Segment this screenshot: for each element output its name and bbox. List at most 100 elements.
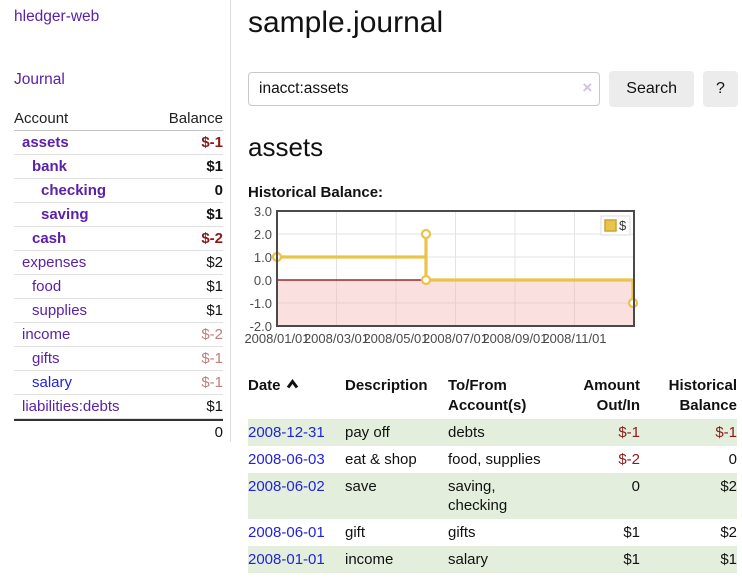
account-balance: $-2 — [201, 326, 223, 343]
search-box: × — [248, 72, 601, 106]
plot-border — [276, 210, 635, 327]
transaction-date-link[interactable]: 2008-01-01 — [248, 551, 325, 568]
x-tick: 2008/01/01 — [244, 331, 310, 346]
account-balance: $-2 — [201, 230, 223, 247]
y-tick: 3.0 — [253, 204, 272, 219]
transaction-accounts: debts — [448, 419, 549, 446]
account-row: cash $-2 — [14, 227, 223, 251]
search-button[interactable]: Search — [609, 71, 694, 107]
account-balance: $1 — [206, 158, 223, 175]
transaction-description: eat & shop — [345, 451, 417, 468]
account-balance: $1 — [206, 278, 223, 295]
account-heading: assets — [248, 132, 324, 162]
transaction-accounts: food, supplies — [448, 451, 541, 468]
account-balance: $1 — [206, 398, 223, 415]
x-tick: 2008/03/01 — [303, 331, 370, 346]
x-tick: 2008/11/01 — [542, 331, 607, 346]
chart-legend: $ — [600, 215, 631, 236]
page-title: sample.journal — [248, 6, 444, 39]
account-balance: $-1 — [201, 134, 223, 151]
transaction-date-link[interactable]: 2008-06-02 — [248, 478, 325, 495]
transaction-description: gift — [345, 524, 366, 541]
accounts-header-balance: Balance — [168, 109, 223, 127]
register-table: Date Description To/From Account(s) Amou… — [248, 373, 737, 573]
transaction-balance: $2 — [640, 473, 737, 519]
x-tick: 2008/05/01 — [363, 331, 429, 346]
transaction-amount: $-2 — [618, 451, 640, 468]
transaction-date-link[interactable]: 2008-06-01 — [248, 524, 325, 541]
account-balance: $1 — [206, 206, 223, 223]
account-row: bank $1 — [14, 155, 223, 179]
sidebar-item-journal[interactable]: Journal — [14, 71, 65, 88]
account-row: saving $1 — [14, 203, 223, 227]
column-header-amount: Amount Out/In — [583, 377, 640, 414]
column-header-date-label: Date — [248, 377, 281, 394]
transaction-row: 2008-06-03 eat & shop food, supplies $-2… — [248, 446, 737, 473]
sidebar: hledger-web Journal Account Balance asse… — [0, 0, 231, 442]
y-tick: 1.0 — [253, 250, 272, 265]
account-row: checking 0 — [14, 179, 223, 203]
transaction-row: 2008-06-02 save saving, checking 0 $2 — [248, 473, 737, 519]
transaction-accounts: gifts — [448, 524, 476, 541]
account-row: gifts $-1 — [14, 347, 223, 371]
x-tick: 2008/09/01 — [482, 331, 548, 346]
account-link-supplies[interactable]: supplies — [32, 302, 88, 319]
account-balance: $-1 — [201, 350, 223, 367]
transaction-amount: $-1 — [549, 419, 640, 446]
column-header-date[interactable]: Date — [248, 373, 345, 419]
transaction-amount: $1 — [623, 524, 640, 541]
search-form: × Search ? — [248, 71, 738, 107]
transaction-row: 2008-01-01 income salary $1 $1 — [248, 546, 737, 573]
transaction-amount: 0 — [549, 473, 640, 519]
account-link-cash[interactable]: cash — [32, 230, 67, 247]
account-link-food[interactable]: food — [32, 278, 62, 295]
transaction-balance: $-1 — [640, 419, 737, 446]
transaction-balance: $2 — [720, 524, 737, 541]
search-input[interactable] — [248, 72, 601, 106]
column-header-tofrom-accounts: To/From Account(s) — [448, 377, 527, 414]
brand-link[interactable]: hledger-web — [14, 8, 100, 25]
transaction-accounts: saving, checking — [448, 473, 549, 519]
account-row: assets $-1 — [14, 131, 223, 155]
account-balance: $1 — [206, 302, 223, 319]
x-tick: 2008/07/01 — [422, 331, 489, 346]
y-tick: 0.0 — [253, 273, 272, 288]
account-link-checking[interactable]: checking — [41, 182, 107, 199]
transaction-description: save — [345, 473, 448, 519]
account-link-assets[interactable]: assets — [22, 134, 69, 151]
transaction-description: pay off — [345, 419, 448, 446]
chart-plot-area: $ — [271, 210, 639, 327]
column-header-historical-balance: Historical Balance — [668, 377, 737, 414]
transaction-date-link[interactable]: 2008-06-03 — [248, 451, 325, 468]
account-row: food $1 — [14, 275, 223, 299]
accounts-header: Account Balance — [14, 106, 223, 131]
y-tick: -2.0 — [249, 319, 272, 334]
chart-title: Historical Balance: — [248, 184, 384, 201]
account-balance: $2 — [206, 254, 223, 271]
transaction-accounts: salary — [448, 546, 549, 573]
transaction-date-link[interactable]: 2008-12-31 — [248, 424, 325, 441]
transaction-row: 2008-06-01 gift gifts $1 $2 — [248, 519, 737, 546]
main-content: sample.journal × Search ? assets Histori… — [244, 0, 738, 573]
account-link-gifts[interactable]: gifts — [32, 350, 60, 367]
account-row: salary $-1 — [14, 371, 223, 395]
account-link-income[interactable]: income — [22, 326, 71, 343]
clear-search-icon[interactable]: × — [582, 78, 593, 97]
account-link-bank[interactable]: bank — [32, 158, 68, 175]
account-balance: $-1 — [201, 374, 223, 391]
data-point — [420, 228, 432, 240]
data-point — [420, 274, 432, 286]
help-button[interactable]: ? — [702, 71, 738, 107]
account-row: income $-2 — [14, 323, 223, 347]
historical-balance-chart: 3.0 2.0 1.0 0.0 -1.0 -2.0 — [244, 204, 639, 352]
account-link-salary[interactable]: salary — [32, 374, 73, 391]
transaction-balance: $1 — [640, 546, 737, 573]
account-link-saving[interactable]: saving — [41, 206, 89, 223]
y-tick: 2.0 — [253, 227, 272, 242]
account-link-expenses[interactable]: expenses — [22, 254, 87, 271]
column-header-description: Description — [345, 377, 428, 394]
account-row: expenses $2 — [14, 251, 223, 275]
account-link-liabilities-debts[interactable]: liabilities:debts — [22, 398, 120, 415]
accounts-total-row: 0 — [14, 419, 223, 444]
